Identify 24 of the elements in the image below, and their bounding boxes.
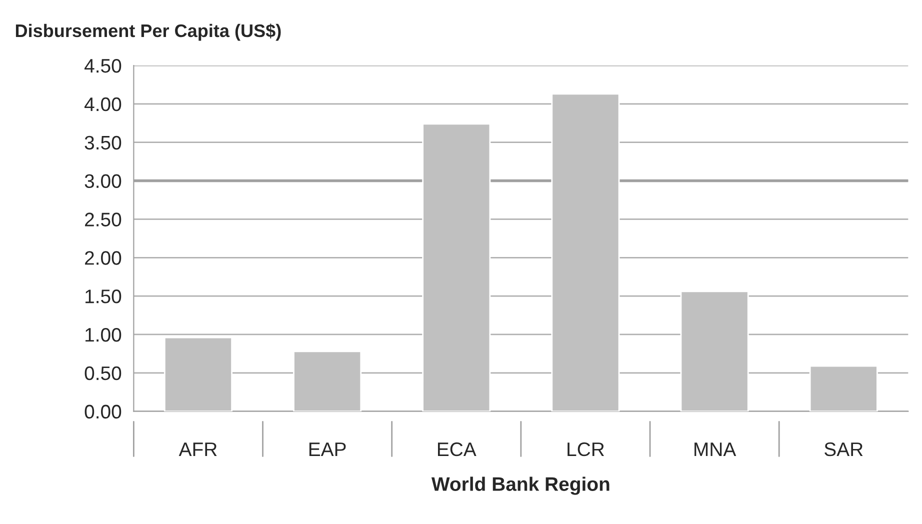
x-tick-label: MNA (694, 442, 736, 456)
x-tick-label: LCR (568, 442, 604, 456)
x-tick-label: EAP (309, 442, 346, 456)
bar (422, 123, 491, 412)
y-tick-label: 4.50 (84, 58, 122, 73)
bar (551, 93, 620, 412)
x-axis-title: World Bank Region (431, 476, 610, 495)
bar (809, 365, 878, 412)
y-tick-label: 4.00 (84, 97, 122, 112)
y-tick-label: 2.00 (85, 251, 122, 265)
y-tick-label: 0.00 (84, 404, 122, 419)
y-tick-label: 1.00 (86, 328, 122, 342)
bar (293, 350, 362, 412)
y-tick-label: 0.50 (84, 366, 122, 380)
x-tick-label: AFR (178, 442, 217, 456)
chart-title: Disbursement Per Capita (US$) (16, 24, 281, 41)
bar (680, 290, 749, 412)
x-tick-label: ECA (438, 442, 476, 456)
y-tick-label: 3.50 (84, 136, 122, 150)
bar (164, 336, 232, 412)
y-tick-label: 2.50 (85, 212, 122, 226)
y-tick-label: 1.50 (86, 290, 122, 304)
y-tick-label: 3.00 (84, 174, 122, 188)
x-tick-label: SAR (824, 442, 863, 456)
